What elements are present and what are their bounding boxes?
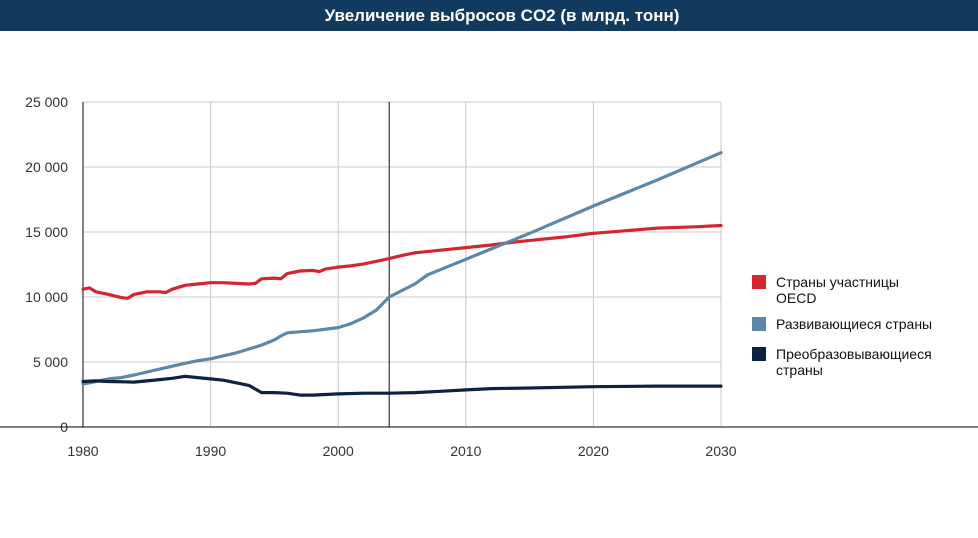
- legend-swatch-transition: [752, 347, 766, 361]
- y-tick-label: 20 000: [25, 159, 68, 175]
- x-tick-label: 2020: [578, 443, 609, 459]
- legend-label-oecd-line2: OECD: [776, 290, 817, 306]
- y-tick-label: 10 000: [25, 289, 68, 305]
- x-tick-label: 2000: [323, 443, 354, 459]
- legend-label-transition-line2: страны: [776, 362, 823, 378]
- chart-title-bar: Увеличение выбросов CO2 (в млрд. тонн): [0, 0, 978, 31]
- legend-label-transition-line1: Преобразовывающиеся: [776, 346, 932, 362]
- series-line-0: [81, 223, 723, 300]
- x-tick-label: 1980: [67, 443, 98, 459]
- x-tick-label: 1990: [195, 443, 226, 459]
- chart-title: Увеличение выбросов CO2 (в млрд. тонн): [324, 6, 680, 25]
- legend-label-oecd-line1: Страны участницы: [776, 274, 899, 290]
- y-tick-label: 25 000: [25, 94, 68, 110]
- series-line-2: [81, 374, 723, 397]
- legend-swatch-developing: [752, 317, 766, 331]
- x-tick-label: 2010: [450, 443, 481, 459]
- legend-label-developing: Развивающиеся страны: [776, 316, 933, 332]
- y-tick-label: 15 000: [25, 224, 68, 240]
- blank-box-bottom: [492, 470, 760, 512]
- series-line-1: [81, 151, 723, 386]
- legend-swatch-oecd: [752, 275, 766, 289]
- blank-box-top-right: [740, 100, 944, 124]
- blank-box-top-right-2: [774, 124, 942, 182]
- x-tick-label: 2030: [705, 443, 736, 459]
- y-tick-label: 5 000: [33, 354, 68, 370]
